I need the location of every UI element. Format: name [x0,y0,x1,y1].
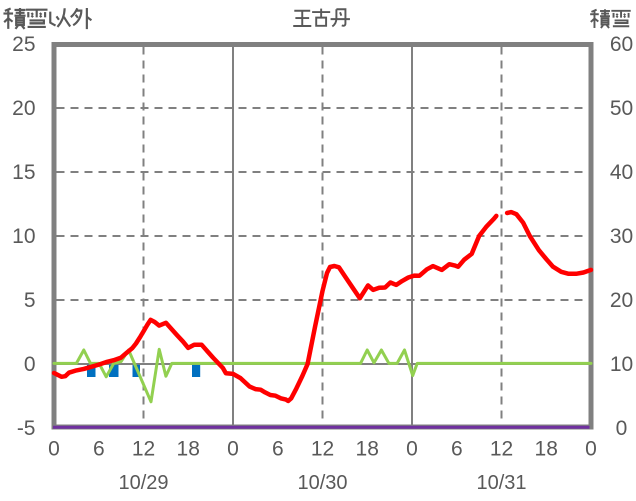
svg-text:10/29: 10/29 [118,472,168,494]
svg-text:50: 50 [610,97,633,120]
svg-text:18: 18 [535,437,558,460]
svg-text:6: 6 [451,437,463,460]
svg-text:20: 20 [610,289,633,312]
svg-text:0: 0 [48,437,60,460]
svg-text:18: 18 [177,437,200,460]
svg-text:0: 0 [585,437,597,460]
svg-text:60: 60 [610,33,633,56]
svg-text:15: 15 [12,161,35,184]
svg-text:10: 10 [610,353,633,376]
svg-text:10/31: 10/31 [476,472,526,494]
svg-text:12: 12 [311,437,334,460]
svg-text:5: 5 [24,289,36,312]
svg-text:30: 30 [610,225,633,248]
svg-text:0: 0 [616,417,628,440]
svg-text:0: 0 [227,437,239,460]
svg-text:25: 25 [12,33,35,56]
svg-text:10: 10 [12,225,35,248]
svg-text:-5: -5 [17,417,36,440]
svg-text:6: 6 [272,437,284,460]
svg-text:12: 12 [490,437,513,460]
svg-text:20: 20 [12,97,35,120]
svg-text:0: 0 [406,437,418,460]
svg-text:6: 6 [93,437,105,460]
svg-text:12: 12 [132,437,155,460]
svg-text:18: 18 [356,437,379,460]
svg-text:0: 0 [24,353,36,376]
svg-text:10/30: 10/30 [297,472,347,494]
svg-text:40: 40 [610,161,633,184]
